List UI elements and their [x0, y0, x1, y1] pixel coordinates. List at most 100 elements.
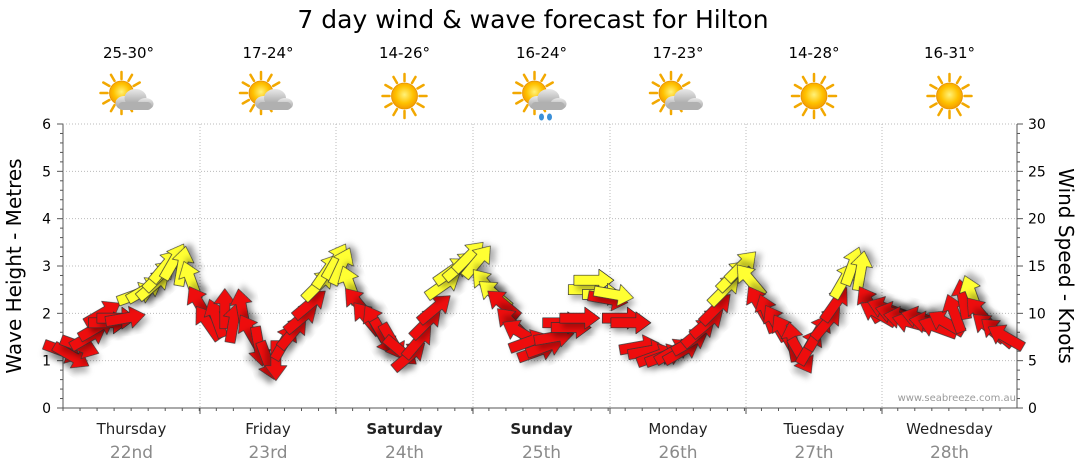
left-tick-label: 6 — [42, 117, 51, 133]
day-label: Thursday — [96, 420, 167, 438]
sun-ray — [820, 107, 827, 117]
date-label: 24th — [385, 443, 424, 463]
sun-ray — [937, 107, 944, 117]
sun-disc — [391, 82, 418, 110]
partly-cloudy-icon — [99, 70, 154, 116]
right-tick-label: 30 — [1028, 117, 1046, 133]
sun-ray — [271, 81, 281, 88]
sun-ray — [522, 73, 529, 83]
sun-ray — [659, 103, 666, 113]
sun-ray — [929, 102, 938, 109]
sun-ray — [416, 102, 425, 109]
sun-ray — [801, 107, 808, 117]
cloud-base — [531, 102, 565, 110]
wind-arrow — [987, 324, 1026, 352]
sun-ray — [109, 73, 116, 83]
sunny-icon — [381, 72, 428, 120]
sun-ray — [410, 107, 417, 117]
right-tick-label: 5 — [1028, 354, 1037, 370]
sun-ray — [515, 81, 524, 88]
left-tick-label: 0 — [42, 401, 51, 417]
sun-ray — [801, 75, 808, 85]
wind-arrow — [592, 284, 634, 307]
sun-disc — [800, 82, 828, 110]
sun-ray — [929, 83, 938, 90]
temperature-range: 25-30° — [103, 44, 154, 62]
wind-arrow — [460, 245, 491, 281]
x-axis: Thursday 22nd Friday 23rd Saturday 24th Sunday… — [62, 408, 1001, 463]
sun-ray — [515, 98, 524, 105]
right-axis-label: Wind Speed - Knots — [1054, 168, 1078, 364]
sun-ray — [102, 81, 111, 88]
temperature-range: 17-24° — [242, 44, 293, 62]
cloud-base — [668, 102, 701, 110]
temperature-range: 17-23° — [652, 44, 703, 62]
sun-ray — [249, 73, 256, 83]
sun-ray — [681, 81, 691, 88]
day-label: Monday — [648, 420, 707, 438]
rain-drop — [539, 113, 544, 121]
wind-arrow — [104, 306, 146, 329]
sun-ray — [545, 81, 554, 88]
day-label: Saturday — [366, 420, 443, 438]
cloud-shape — [528, 89, 567, 110]
partly-cloudy-icon — [238, 70, 293, 116]
sun-ray — [793, 102, 803, 109]
left-tick-label: 1 — [42, 354, 51, 370]
wind-arrow — [264, 340, 288, 382]
sun-ray — [961, 83, 970, 90]
sun-ray — [651, 81, 661, 88]
date-label: 22nd — [110, 443, 153, 463]
partly-cloudy-icon — [648, 70, 703, 116]
sun-ray — [825, 102, 835, 109]
sun-ray — [266, 73, 273, 83]
temperature-range: 16-24° — [516, 44, 567, 62]
sun-ray — [937, 75, 944, 85]
sun-ray — [127, 73, 134, 83]
sun-ray — [955, 75, 962, 85]
wind-arrow — [573, 268, 615, 292]
date-label: 26th — [658, 443, 697, 463]
grid-lines — [63, 123, 1017, 408]
day-label: Tuesday — [782, 420, 844, 438]
cloud-base — [258, 102, 291, 110]
sun-ray — [241, 98, 251, 105]
sun-ray — [132, 81, 141, 88]
sun-ray — [659, 73, 666, 83]
left-axis-label: Wave Height - Metres — [2, 158, 26, 373]
weather-row: 25-30° 17-24° 14-26° 16-24° 17-23° 14-28° 16-3… — [99, 44, 975, 121]
sun-ray — [793, 83, 803, 90]
day-label: Sunday — [510, 420, 573, 438]
sun-ray — [416, 83, 425, 90]
sun-ray — [384, 83, 393, 90]
cloud-shape — [255, 89, 293, 110]
sun-ray — [522, 103, 529, 113]
left-axis: 0 1 2 3 4 5 6 — [42, 117, 63, 417]
temperature-range: 16-31° — [924, 44, 975, 62]
sunny-icon — [790, 72, 838, 120]
rain-drop — [547, 113, 552, 121]
left-tick-label: 2 — [42, 306, 51, 322]
sun-disc — [936, 82, 963, 110]
sun-ray — [955, 107, 962, 117]
right-tick-label: 20 — [1028, 212, 1046, 228]
temperature-range: 14-28° — [788, 44, 839, 62]
wind-arrow — [610, 311, 652, 335]
sun-ray — [241, 81, 251, 88]
wind-arrow — [51, 341, 90, 369]
sun-ray — [410, 75, 417, 85]
date-label: 28th — [930, 443, 969, 463]
cloud-shape — [115, 89, 154, 110]
day-label: Wednesday — [906, 420, 993, 438]
right-tick-label: 10 — [1028, 306, 1046, 322]
sun-ray — [651, 98, 661, 105]
left-tick-label: 3 — [42, 259, 51, 275]
temperature-range: 14-26° — [379, 44, 430, 62]
left-tick-label: 4 — [42, 212, 51, 228]
cloud-base — [118, 102, 152, 110]
sun-ray — [540, 73, 547, 83]
credit-watermark: www.seabreeze.com.au — [898, 393, 1016, 404]
sun-ray — [825, 83, 835, 90]
wind-arrow — [736, 264, 768, 300]
